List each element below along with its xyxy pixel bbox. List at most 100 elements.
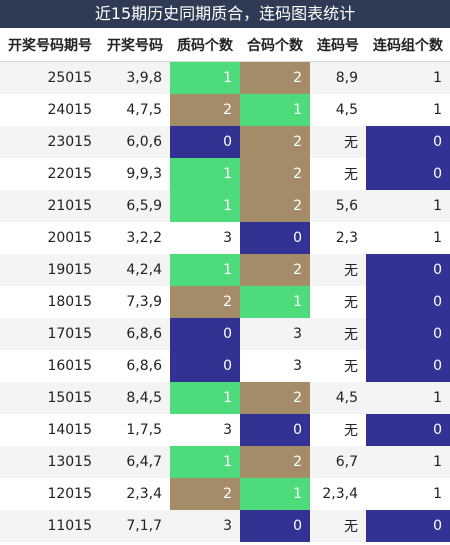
cell-consecutive: 无: [344, 327, 358, 343]
cell-prime-count: 2: [170, 94, 240, 126]
cell-prime-count: 3: [223, 422, 232, 438]
cell-period: 19015: [47, 262, 92, 278]
cell-numbers: 7,3,9: [126, 294, 162, 310]
cell-prime-count: 2: [170, 286, 240, 318]
cell-composite-count: 2: [240, 446, 310, 478]
cell-consecutive-groups: 0: [366, 126, 450, 158]
cell-prime-count: 2: [170, 478, 240, 510]
table-row: 18015 7,3,9 2 1 无 0: [0, 286, 450, 318]
cell-consecutive: 2,3: [335, 230, 358, 246]
cell-composite-count: 3: [293, 326, 302, 342]
table-row: 21015 6,5,9 1 2 5,6 1: [0, 190, 450, 222]
cell-consecutive-groups: 0: [366, 254, 450, 286]
table-row: 16015 6,8,6 0 3 无 0: [0, 350, 450, 382]
cell-consecutive-groups: 1: [433, 70, 442, 86]
table-header: 开奖号码期号 开奖号码 质码个数 合码个数 连码号 连码组个数: [0, 28, 450, 62]
cell-consecutive: 无: [344, 135, 358, 151]
cell-numbers: 4,2,4: [126, 262, 162, 278]
cell-composite-count: 2: [240, 126, 310, 158]
cell-numbers: 3,9,8: [126, 70, 162, 86]
table-row: 23015 6,0,6 0 2 无 0: [0, 126, 450, 158]
cell-consecutive-groups: 0: [366, 158, 450, 190]
cell-consecutive-groups: 1: [433, 390, 442, 406]
cell-consecutive: 4,5: [335, 102, 358, 118]
cell-prime-count: 1: [170, 446, 240, 478]
cell-consecutive-groups: 0: [366, 510, 450, 542]
cell-period: 24015: [47, 102, 92, 118]
cell-composite-count: 1: [240, 94, 310, 126]
cell-period: 16015: [47, 358, 92, 374]
cell-period: 20015: [47, 230, 92, 246]
table-row: 24015 4,7,5 2 1 4,5 1: [0, 94, 450, 126]
cell-consecutive: 无: [344, 359, 358, 375]
cell-period: 17015: [47, 326, 92, 342]
header-prime-count: 质码个数: [177, 37, 233, 54]
cell-consecutive-groups: 1: [433, 198, 442, 214]
cell-numbers: 6,4,7: [126, 454, 162, 470]
header-composite-count: 合码个数: [247, 37, 303, 54]
cell-consecutive: 5,6: [335, 198, 358, 214]
cell-composite-count: 3: [293, 358, 302, 374]
cell-composite-count: 1: [240, 286, 310, 318]
cell-composite-count: 0: [240, 414, 310, 446]
table-row: 12015 2,3,4 2 1 2,3,4 1: [0, 478, 450, 510]
cell-consecutive: 无: [344, 295, 358, 311]
cell-prime-count: 1: [170, 382, 240, 414]
table-row: 17015 6,8,6 0 3 无 0: [0, 318, 450, 350]
cell-period: 23015: [47, 134, 92, 150]
cell-period: 21015: [47, 198, 92, 214]
cell-composite-count: 0: [240, 222, 310, 254]
cell-consecutive: 无: [344, 423, 358, 439]
table-row: 14015 1,7,5 3 0 无 0: [0, 414, 450, 446]
cell-numbers: 7,1,7: [126, 518, 162, 534]
cell-prime-count: 0: [170, 350, 240, 382]
header-consecutive: 连码号: [317, 37, 359, 54]
cell-period: 25015: [47, 70, 92, 86]
table-row: 13015 6,4,7 1 2 6,7 1: [0, 446, 450, 478]
cell-consecutive: 6,7: [335, 454, 358, 470]
cell-numbers: 8,4,5: [126, 390, 162, 406]
cell-period: 11015: [47, 518, 92, 534]
cell-period: 15015: [47, 390, 92, 406]
cell-composite-count: 0: [240, 510, 310, 542]
cell-prime-count: 3: [223, 518, 232, 534]
cell-consecutive-groups: 1: [433, 486, 442, 502]
cell-prime-count: 3: [223, 230, 232, 246]
cell-numbers: 6,8,6: [126, 326, 162, 342]
cell-prime-count: 1: [170, 62, 240, 94]
cell-consecutive: 无: [344, 263, 358, 279]
cell-consecutive-groups: 1: [433, 230, 442, 246]
cell-consecutive-groups: 0: [366, 350, 450, 382]
cell-consecutive-groups: 0: [366, 414, 450, 446]
cell-prime-count: 0: [170, 318, 240, 350]
cell-numbers: 2,3,4: [126, 486, 162, 502]
cell-consecutive-groups: 0: [366, 286, 450, 318]
cell-composite-count: 2: [240, 254, 310, 286]
cell-composite-count: 1: [240, 478, 310, 510]
cell-numbers: 6,0,6: [126, 134, 162, 150]
table-row: 22015 9,9,3 1 2 无 0: [0, 158, 450, 190]
cell-consecutive: 无: [344, 519, 358, 535]
cell-consecutive-groups: 1: [433, 454, 442, 470]
cell-composite-count: 2: [240, 190, 310, 222]
cell-numbers: 9,9,3: [126, 166, 162, 182]
table-row: 25015 3,9,8 1 2 8,9 1: [0, 62, 450, 94]
table-row: 19015 4,2,4 1 2 无 0: [0, 254, 450, 286]
header-consecutive-groups: 连码组个数: [373, 37, 443, 54]
header-numbers: 开奖号码: [107, 37, 163, 54]
cell-consecutive: 4,5: [335, 390, 358, 406]
cell-prime-count: 1: [170, 254, 240, 286]
page-title: 近15期历史同期质合，连码图表统计: [0, 0, 450, 28]
table-row: 11015 7,1,7 3 0 无 0: [0, 510, 450, 542]
cell-prime-count: 1: [170, 190, 240, 222]
table-body: 25015 3,9,8 1 2 8,9 1 24015 4,7,5 2 1 4,5 1 23015 6,0…: [0, 62, 450, 542]
cell-period: 22015: [47, 166, 92, 182]
cell-consecutive-groups: 1: [433, 102, 442, 118]
cell-period: 14015: [47, 422, 92, 438]
table-row: 15015 8,4,5 1 2 4,5 1: [0, 382, 450, 414]
cell-numbers: 3,2,2: [126, 230, 162, 246]
cell-consecutive-groups: 0: [366, 318, 450, 350]
cell-prime-count: 0: [170, 126, 240, 158]
cell-period: 13015: [47, 454, 92, 470]
cell-period: 12015: [47, 486, 92, 502]
